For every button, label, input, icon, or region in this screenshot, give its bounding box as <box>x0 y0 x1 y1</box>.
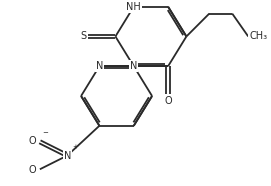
Text: N: N <box>64 150 71 161</box>
Text: O: O <box>29 165 36 175</box>
Text: CH₃: CH₃ <box>249 31 267 41</box>
Text: NH: NH <box>126 2 141 12</box>
Text: O: O <box>164 96 172 106</box>
Text: S: S <box>81 31 87 41</box>
Text: −: − <box>42 130 48 136</box>
Text: N: N <box>96 61 103 71</box>
Text: O: O <box>29 136 36 146</box>
Text: +: + <box>72 145 78 150</box>
Text: N: N <box>130 61 137 71</box>
